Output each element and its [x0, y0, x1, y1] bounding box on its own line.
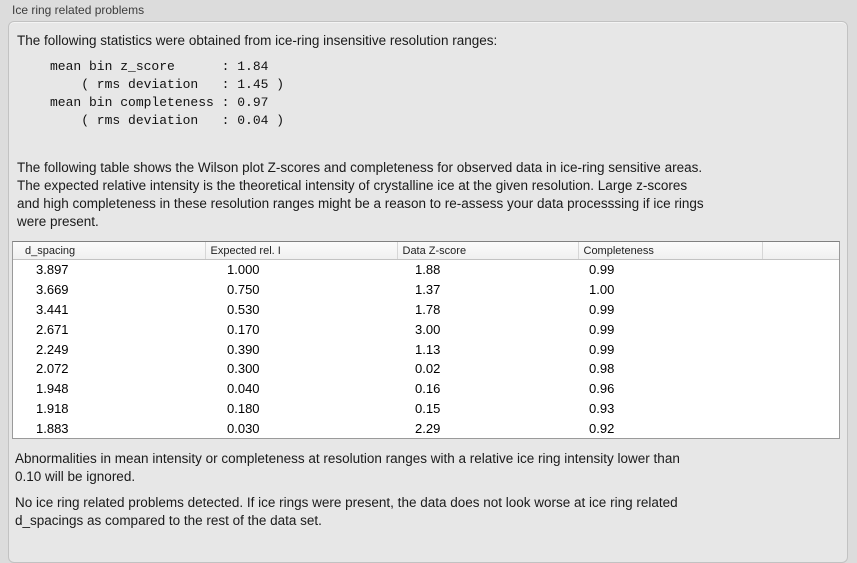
table-cell: 0.16: [415, 381, 441, 397]
group-box-title: Ice ring related problems: [12, 3, 145, 17]
table-cell: 3.441: [36, 301, 69, 317]
table-cell: 1.883: [36, 420, 69, 436]
table-cell: 0.170: [227, 321, 260, 337]
stats-block: mean bin z_score : 1.84 ( rms deviation …: [50, 59, 285, 128]
table-row[interactable]: 2.249 0.390 1.13 0.99: [13, 339, 839, 359]
ice-ring-table: d_spacing Expected rel. I Data Z-score C…: [12, 241, 840, 440]
column-header-d-spacing[interactable]: d_spacing: [13, 242, 205, 260]
ice-ring-data-table: d_spacing Expected rel. I Data Z-score C…: [13, 242, 839, 438]
table-cell: 0.98: [589, 361, 615, 377]
table-row[interactable]: 1.948 0.040 0.16 0.96: [13, 379, 839, 399]
ice-ring-report-page: { "panel": { "title": "Ice ring related …: [8, 3, 848, 563]
table-cell: 1.918: [36, 400, 69, 416]
table-cell: 0.99: [589, 321, 615, 337]
table-cell: [762, 319, 839, 339]
table-row[interactable]: 3.669 0.750 1.37 1.00: [13, 280, 839, 300]
conclusion-text: No ice ring related problems detected. I…: [15, 495, 678, 528]
table-cell: 2.072: [36, 361, 69, 377]
table-cell: 2.29: [415, 420, 441, 436]
table-cell: 0.02: [415, 361, 441, 377]
table-cell: 0.99: [589, 262, 615, 278]
table-cell: 3.897: [36, 262, 69, 278]
table-cell: 1.000: [227, 262, 260, 278]
table-cell: [762, 339, 839, 359]
table-row[interactable]: 2.671 0.170 3.00 0.99: [13, 319, 839, 339]
table-cell: 3.669: [36, 282, 69, 298]
ice-ring-table-body: 3.897 1.000 1.88 0.99 3.669 0.750 1.37 1.00 3.44…: [13, 260, 839, 439]
table-cell: 0.390: [227, 341, 260, 357]
table-cell: 1.88: [415, 262, 441, 278]
table-cell: 0.530: [227, 301, 260, 317]
ice-ring-panel: The following statistics were obtained f…: [8, 21, 848, 563]
table-description: The following table shows the Wilson plo…: [17, 160, 704, 229]
table-cell: 0.15: [415, 400, 441, 416]
table-cell: 0.99: [589, 341, 615, 357]
table-cell: 1.948: [36, 381, 69, 397]
table-cell: 0.96: [589, 381, 615, 397]
table-cell: 1.37: [415, 282, 441, 298]
table-cell: 2.671: [36, 321, 69, 337]
table-row[interactable]: 3.441 0.530 1.78 0.99: [13, 300, 839, 320]
table-row[interactable]: 3.897 1.000 1.88 0.99: [13, 260, 839, 280]
table-cell: 0.030: [227, 420, 260, 436]
table-cell: 0.92: [589, 420, 615, 436]
table-cell: 0.300: [227, 361, 260, 377]
table-row[interactable]: 1.883 0.030 2.29 0.92: [13, 418, 839, 438]
table-header: d_spacing Expected rel. I Data Z-score C…: [13, 242, 839, 260]
column-header-expected-i[interactable]: Expected rel. I: [204, 242, 397, 260]
table-cell: 2.249: [36, 341, 69, 357]
table-cell: [762, 300, 839, 320]
table-cell: 0.750: [227, 282, 260, 298]
table-cell: 1.13: [415, 341, 441, 357]
column-header-data-zscore[interactable]: Data Z-score: [396, 242, 578, 260]
table-cell: 0.040: [227, 381, 260, 397]
table-cell: 0.99: [589, 301, 615, 317]
intro-text: The following statistics were obtained f…: [17, 33, 498, 48]
table-cell: 0.93: [589, 400, 615, 416]
column-header-empty: [761, 242, 839, 260]
table-cell: [762, 399, 839, 419]
table-cell: 0.180: [227, 400, 260, 416]
column-header-completeness[interactable]: Completeness: [577, 242, 762, 260]
table-cell: 3.00: [415, 321, 441, 337]
table-cell: [762, 379, 839, 399]
table-row[interactable]: 2.072 0.300 0.02 0.98: [13, 359, 839, 379]
table-cell: [762, 418, 839, 438]
table-cell: [762, 280, 839, 300]
table-row[interactable]: 1.918 0.180 0.15 0.93: [13, 399, 839, 419]
table-cell: [762, 260, 839, 280]
ignore-note-text: Abnormalities in mean intensity or compl…: [15, 451, 680, 484]
table-cell: 1.00: [589, 282, 615, 298]
table-cell: [762, 359, 839, 379]
table-cell: 1.78: [415, 301, 441, 317]
